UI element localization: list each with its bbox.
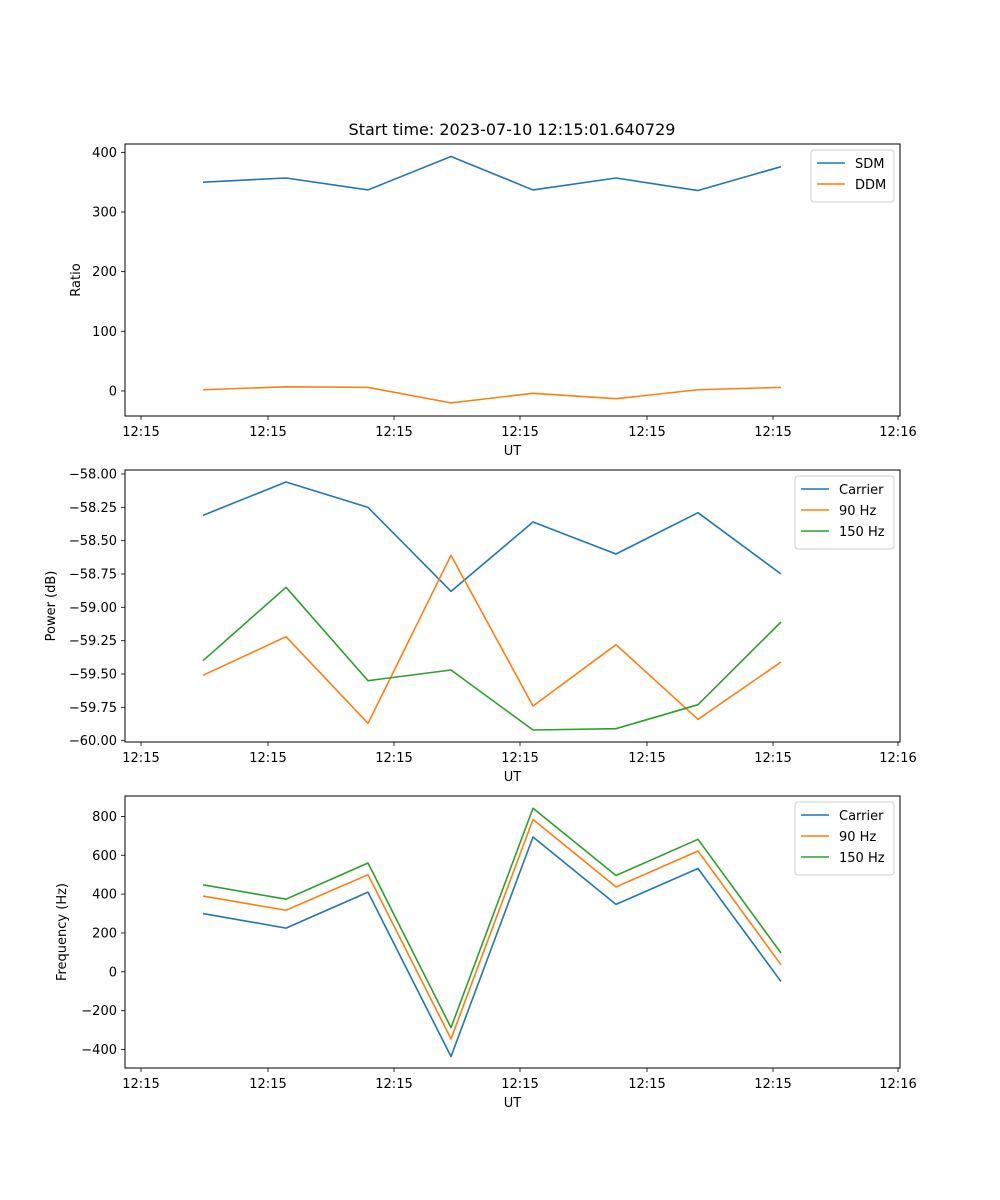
- x-tick-label: 12:15: [754, 425, 791, 440]
- figure-title: Start time: 2023-07-10 12:15:01.640729: [349, 120, 676, 139]
- x-tick-label: 12:15: [628, 751, 665, 766]
- x-axis-label: UT: [504, 770, 522, 785]
- panel-1: 0 100 200 300 400 12:15 12:15 12:15 12:15 12:15 12…: [69, 143, 917, 459]
- y-tick-label: 600: [92, 849, 117, 864]
- y-tick-label: −58.75: [69, 568, 117, 583]
- y-tick-label: 400: [92, 146, 117, 161]
- y-tick-label: −59.25: [69, 634, 117, 649]
- x-tick-label: 12:15: [375, 425, 412, 440]
- legend-label: Carrier: [839, 483, 884, 498]
- panel-2-series-carrier: [202, 481, 782, 593]
- panel-3-legend: Carrier 90 Hz 150 Hz: [794, 801, 895, 876]
- y-axis-label: Frequency (Hz): [55, 883, 70, 981]
- y-tick-label: 0: [109, 965, 117, 980]
- x-tick-label: 12:15: [375, 751, 412, 766]
- y-tick-label: −200: [81, 1004, 117, 1019]
- legend-label: 90 Hz: [839, 830, 876, 845]
- y-axis-label: Power (dB): [44, 571, 59, 642]
- y-tick-label: 200: [92, 265, 117, 280]
- legend-label: SDM: [855, 157, 884, 172]
- panel-2-series-150-hz: [202, 586, 782, 731]
- y-tick-label: 400: [92, 888, 117, 903]
- x-axis-label: UT: [504, 444, 522, 459]
- x-axis-label: UT: [504, 1096, 522, 1111]
- y-tick-label: −400: [81, 1043, 117, 1058]
- panel-2-series-90-hz: [202, 554, 782, 725]
- x-tick-label: 12:15: [249, 751, 286, 766]
- panel-3-series-carrier: [202, 836, 782, 1058]
- y-axis-label: Ratio: [69, 263, 84, 296]
- x-tick-label: 12:15: [249, 1077, 286, 1092]
- legend-label: 90 Hz: [839, 504, 876, 519]
- panel-2-axes-frame: [124, 469, 901, 743]
- panel-1-series-sdm: [202, 155, 782, 192]
- x-tick-label: 12:16: [879, 1077, 916, 1092]
- x-tick-label: 12:15: [501, 1077, 538, 1092]
- panel-3-series-150-hz: [202, 807, 782, 1029]
- x-tick-label: 12:15: [754, 751, 791, 766]
- y-tick-label: −59.50: [69, 668, 117, 683]
- panel-2-legend: Carrier 90 Hz 150 Hz: [794, 475, 895, 550]
- panel-1-legend: SDM DDM: [810, 149, 895, 203]
- x-tick-label: 12:15: [754, 1077, 791, 1092]
- panel-2: −60.00 −59.75 −59.50 −59.25 −59.00 −58.75 −58.…: [44, 468, 917, 786]
- y-tick-label: 300: [92, 206, 117, 221]
- y-tick-label: −58.50: [69, 534, 117, 549]
- panel-3-axes-frame: [124, 795, 901, 1069]
- y-tick-label: −59.75: [69, 701, 117, 716]
- x-tick-label: 12:15: [501, 425, 538, 440]
- x-tick-label: 12:15: [628, 1077, 665, 1092]
- y-tick-label: −59.00: [69, 601, 117, 616]
- y-tick-label: −58.25: [69, 501, 117, 516]
- y-tick-label: 200: [92, 926, 117, 941]
- x-tick-label: 12:15: [122, 425, 159, 440]
- panel-3-series-90-hz: [202, 818, 782, 1040]
- x-tick-label: 12:16: [879, 425, 916, 440]
- y-tick-label: 800: [92, 810, 117, 825]
- panel-1-axes-frame: [124, 143, 901, 417]
- x-tick-label: 12:15: [628, 425, 665, 440]
- panel-3: −400 −200 0 200 400 600 800 12:15 12:15 12:15 12:1…: [55, 795, 917, 1111]
- y-tick-label: 0: [109, 384, 117, 399]
- legend-label: 150 Hz: [839, 525, 885, 540]
- x-tick-label: 12:15: [501, 751, 538, 766]
- x-tick-label: 12:15: [375, 1077, 412, 1092]
- y-tick-label: −58.00: [69, 468, 117, 483]
- x-tick-label: 12:15: [249, 425, 286, 440]
- x-tick-label: 12:15: [122, 751, 159, 766]
- x-tick-label: 12:16: [879, 751, 916, 766]
- y-tick-label: 100: [92, 325, 117, 340]
- panel-1-series-ddm: [202, 385, 782, 404]
- y-tick-label: −60.00: [69, 734, 117, 749]
- x-tick-label: 12:15: [122, 1077, 159, 1092]
- legend-label: 150 Hz: [839, 851, 885, 866]
- panels: 0 100 200 300 400 12:15 12:15 12:15 12:15 12:15 12…: [44, 143, 917, 1111]
- legend-label: DDM: [855, 178, 886, 193]
- legend-label: Carrier: [839, 809, 884, 824]
